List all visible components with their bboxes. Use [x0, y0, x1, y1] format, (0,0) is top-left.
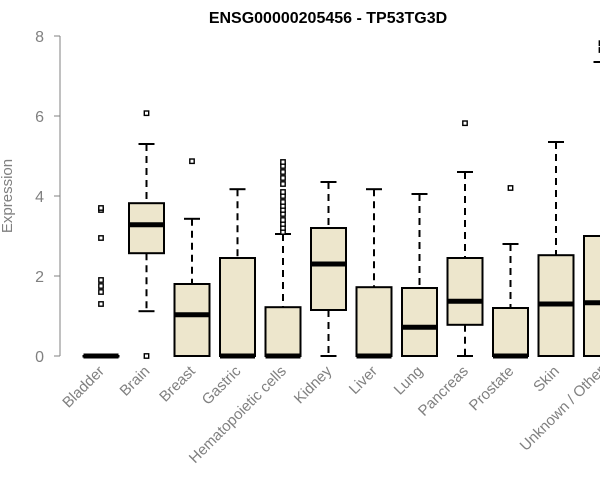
y-tick-label: 8 — [35, 29, 44, 46]
outlier-point — [98, 235, 104, 241]
outlier-point — [98, 277, 104, 283]
outlier-point — [98, 289, 104, 295]
x-tick-label: Bladder — [59, 363, 108, 412]
outlier-point — [143, 110, 150, 117]
box-hematopoietic-cells — [264, 159, 302, 359]
outlier-point — [280, 189, 286, 195]
box-liver — [355, 188, 393, 359]
x-tick-label: Skin — [530, 363, 563, 396]
chart-title: ENSG00000205456 - TP53TG3D — [209, 10, 447, 27]
box-iqr — [355, 286, 393, 358]
y-tick-label: 2 — [35, 269, 44, 286]
outlier-point — [280, 199, 286, 205]
box-prostate — [492, 185, 529, 359]
box-iqr — [446, 257, 484, 326]
box-breast — [173, 158, 211, 357]
x-tick-label: Prostate — [466, 363, 518, 415]
box-iqr — [173, 283, 211, 357]
x-tick-label: Liver — [346, 363, 381, 398]
outlier-point — [98, 301, 104, 307]
outlier-point — [98, 205, 104, 211]
box-iqr — [310, 227, 347, 311]
box-lung — [401, 193, 438, 357]
boxplot-series — [82, 40, 600, 359]
y-axis: 0 2 4 6 8 — [35, 29, 61, 366]
box-brain — [128, 110, 165, 359]
outlier-point — [280, 169, 286, 175]
x-tick-label: Pancreas — [415, 363, 472, 420]
x-tick-label: Brain — [117, 363, 154, 400]
box-iqr — [492, 307, 529, 357]
outlier-point — [462, 120, 468, 127]
x-tick-label: Kidney — [291, 362, 336, 407]
x-tick-label: Breast — [156, 362, 199, 405]
outlier-point — [98, 283, 104, 289]
x-tick-label: Lung — [391, 363, 427, 399]
outlier-point — [189, 158, 195, 165]
box-iqr — [401, 287, 438, 357]
outlier-point — [280, 181, 286, 187]
box-skin — [537, 141, 575, 357]
y-tick-label: 0 — [35, 349, 44, 366]
outlier-point — [280, 217, 286, 223]
outlier-point — [280, 159, 286, 165]
box-bladder — [82, 205, 120, 359]
outlier-point — [143, 353, 150, 359]
box-pancreas — [446, 120, 484, 357]
box-iqr — [264, 306, 302, 358]
box-iqr — [128, 202, 165, 255]
outlier-point — [507, 185, 514, 191]
y-tick-label: 4 — [35, 189, 44, 206]
box-unknown-other — [583, 40, 600, 357]
outlier-point — [280, 175, 286, 181]
y-tick-label: 6 — [35, 109, 44, 126]
box-iqr — [583, 235, 600, 357]
box-gastric — [219, 188, 256, 359]
y-axis-label: Expression — [0, 159, 16, 233]
box-kidney — [310, 181, 347, 357]
box-iqr — [219, 257, 256, 357]
